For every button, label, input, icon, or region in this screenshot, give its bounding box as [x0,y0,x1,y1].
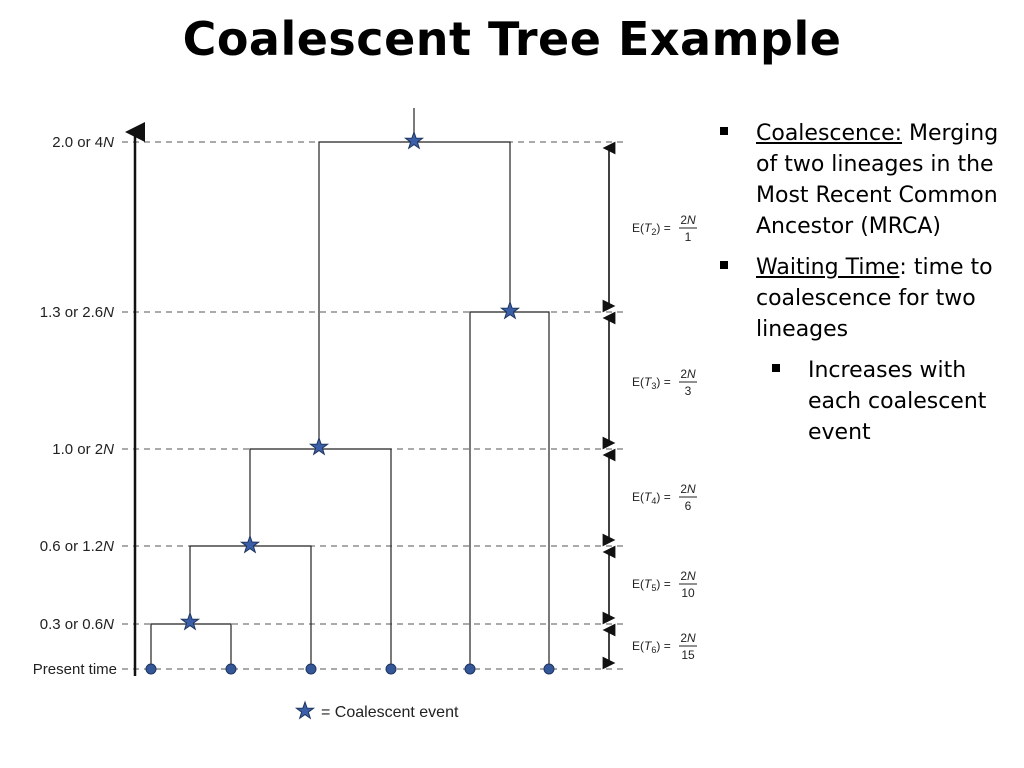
bullet-square-icon [720,261,728,269]
branch-merge-1 [150,623,232,669]
sample-node-6 [543,663,555,675]
slide-title: Coalescent Tree Example [182,12,842,66]
branch-merge-4 [469,311,550,669]
coalescent-star-icon-3 [308,436,330,456]
branch-merge-2 [189,545,312,669]
svg-text:2N: 2N [680,569,696,583]
svg-text:E(T6) =: E(T6) = [632,639,671,655]
legend: = Coalescent event [294,700,459,721]
axis-label-level-3: 0.6 or 1.2N [40,538,114,555]
sample-node-5 [464,663,476,675]
svg-text:6: 6 [685,499,692,513]
svg-text:E(T3) =: E(T3) = [632,375,671,391]
expectation-t5: E(T5) = 2N 10 [632,569,697,600]
expectation-t6: E(T6) = 2N 15 [632,631,697,662]
svg-text:15: 15 [681,648,695,662]
sample-node-2 [225,663,237,675]
sample-node-1 [145,663,157,675]
coalescence-definition: Merging of two lineages in the Most Rece… [756,121,999,239]
waiting-time-definition: : time to coalescence for two lineages [756,255,993,342]
coalescent-star-icon-2 [239,534,261,554]
bullet-square-icon [772,364,780,372]
branch-merge-5 [318,141,511,449]
expectation-t2: E(T2) = 2N 1 [632,213,697,244]
coalescent-star-icon-5 [403,130,425,150]
bullet-coalescence: Coalescence: Merging of two lineages in … [720,118,1016,242]
bullet-square-icon [720,127,728,135]
bullet-list: Coalescence: Merging of two lineages in … [720,118,1016,448]
term-coalescence: Coalescence: [756,121,903,146]
coalescent-star-icon-4 [499,300,521,320]
sub-bullet-increases: Increases with each coalescent event [720,355,1016,448]
axis-label-level-1: 1.3 or 2.6N [40,304,114,321]
axis-label-level-4: 0.3 or 0.6N [40,616,114,633]
svg-text:10: 10 [681,586,695,600]
legend-star-icon [294,700,316,720]
expectation-t3: E(T3) = 2N 3 [632,367,697,398]
axis-label-present-time: Present time [33,661,117,678]
sub-bullet-text: Increases with each coalescent event [808,358,987,445]
sample-node-3 [305,663,317,675]
svg-text:3: 3 [685,384,692,398]
coalescent-stars [179,130,521,631]
svg-text:2N: 2N [680,631,696,645]
legend-text: = Coalescent event [321,704,459,721]
axis-label-level-0: 2.0 or 4N [52,134,114,151]
svg-text:1: 1 [685,230,692,244]
sample-nodes [145,663,555,675]
branch-merge-3 [249,448,392,669]
svg-text:2N: 2N [680,213,696,227]
coalescent-star-icon-1 [179,611,201,631]
expectation-t4: E(T4) = 2N 6 [632,482,697,513]
tree-branches [150,108,550,669]
svg-text:E(T2) =: E(T2) = [632,221,671,237]
svg-text:E(T4) =: E(T4) = [632,490,671,506]
term-waiting-time: Waiting Time [756,255,900,280]
svg-text:2N: 2N [680,482,696,496]
axis-label-level-2: 1.0 or 2N [52,441,114,458]
axis-labels: 2.0 or 4N 1.3 or 2.6N 1.0 or 2N 0.6 or 1… [33,134,117,678]
svg-text:E(T5) =: E(T5) = [632,577,671,593]
bullet-waiting-time: Waiting Time: time to coalescence for tw… [720,252,1016,345]
expectation-labels: E(T2) = 2N 1 E(T3) = 2N 3 E(T4) = 2N 6 E… [632,213,697,662]
sample-node-4 [385,663,397,675]
svg-text:2N: 2N [680,367,696,381]
